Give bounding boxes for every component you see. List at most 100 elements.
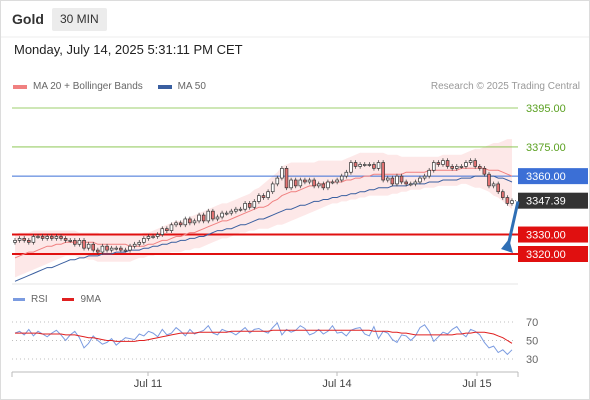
candle-body [330, 181, 335, 184]
candle-body [321, 183, 326, 189]
header-bar: Gold 30 MIN [1, 1, 589, 37]
candle-body [128, 245, 132, 251]
candle-body [270, 183, 275, 193]
candle-body [123, 249, 128, 252]
rsi-legend: RSI 9MA [13, 294, 101, 305]
candle-body [109, 247, 114, 251]
candle-body [372, 164, 376, 169]
candle-body [142, 238, 146, 243]
candle-body [160, 228, 165, 235]
candle-body [381, 162, 385, 181]
candle-body [445, 160, 450, 167]
candle-body [385, 177, 390, 181]
candle-body [390, 177, 395, 185]
candle-body [114, 247, 119, 250]
candle-body [45, 236, 49, 239]
candle-body [275, 177, 280, 185]
ma50-swatch [157, 84, 172, 89]
level-label: 3330.00 [526, 230, 566, 242]
rsi-tick-label: 70 [526, 317, 538, 329]
candle-body [247, 203, 252, 208]
candle-body [132, 243, 137, 247]
candle-body [280, 167, 284, 179]
candle-body [63, 238, 68, 241]
candle-body [339, 175, 344, 181]
candle-body [59, 236, 63, 239]
candle-body [289, 179, 293, 189]
candle-body [215, 216, 220, 220]
symbol-title: Gold [12, 11, 44, 27]
candle-body [36, 236, 40, 238]
candle-body [96, 249, 100, 253]
level-label: 3360.00 [526, 171, 566, 183]
candle-body [257, 195, 261, 202]
candle-body [155, 234, 160, 237]
level-tag [518, 226, 588, 243]
candle-body [91, 243, 96, 251]
candle-body [284, 167, 289, 189]
ma50-line [14, 175, 513, 282]
candle-body [404, 181, 408, 185]
candle-body [234, 208, 238, 212]
timeframe-button[interactable]: 30 MIN [52, 8, 107, 31]
candle-body [31, 236, 36, 243]
candle-body [427, 169, 431, 177]
candle-body [450, 166, 454, 169]
ma50-legend-label: MA 50 [177, 81, 206, 92]
candle-body [464, 162, 468, 167]
level-label: 3375.00 [526, 142, 566, 154]
rsi-tick-label: 50 [526, 336, 538, 348]
candle-body [353, 162, 358, 167]
candle-body [105, 245, 109, 251]
candle-body [349, 162, 353, 173]
candle-body [40, 236, 45, 239]
candle-body [487, 173, 491, 187]
candle-body [510, 200, 514, 204]
candle-body [169, 224, 174, 231]
candle-body [335, 179, 339, 183]
candle-body [178, 222, 183, 226]
bollinger-band-area [15, 139, 512, 278]
candle-body [13, 240, 17, 243]
candle-body [441, 160, 445, 165]
ma20-swatch [13, 84, 27, 89]
candle-body [496, 183, 500, 193]
price-legend: MA 20 + Bollinger Bands MA 50 [13, 81, 206, 92]
candle-body [505, 197, 510, 204]
candle-body [293, 179, 298, 187]
candle-body [362, 164, 367, 166]
candle-body [201, 214, 206, 222]
candle-body [82, 240, 86, 249]
candle-body [482, 167, 487, 175]
candle-body [358, 164, 362, 167]
candle-body [312, 179, 316, 187]
candle-body [54, 236, 59, 239]
candle-body [468, 160, 473, 163]
candle-body [211, 210, 215, 220]
level-label: 3395.00 [526, 103, 566, 115]
last-price-label: 3347.39 [526, 196, 566, 208]
candle-body [238, 208, 243, 211]
candle-body [27, 240, 31, 243]
candle-body [303, 179, 307, 183]
candle-body [307, 179, 312, 183]
level-tag [518, 168, 588, 185]
candle-body [261, 195, 266, 198]
candle-body [243, 203, 247, 210]
copyright-text: Research © 2025 Trading Central [430, 81, 580, 92]
candle-body [376, 162, 381, 169]
candle-body [431, 162, 436, 171]
candle-body [137, 241, 142, 245]
ma20-legend-label: MA 20 + Bollinger Bands [33, 81, 143, 92]
x-tick-label: Jul 11 [134, 378, 163, 390]
candle-body [220, 212, 224, 218]
candle-body [344, 171, 349, 177]
rsi-ma-line [15, 329, 513, 344]
datetime-label: Monday, July 14, 2025 5:31:11 PM CET [14, 42, 243, 57]
candle-body [22, 238, 26, 241]
last-price-tag [518, 192, 588, 209]
candle-body [252, 201, 257, 208]
candle-body [229, 210, 234, 214]
candle-body [174, 222, 178, 226]
